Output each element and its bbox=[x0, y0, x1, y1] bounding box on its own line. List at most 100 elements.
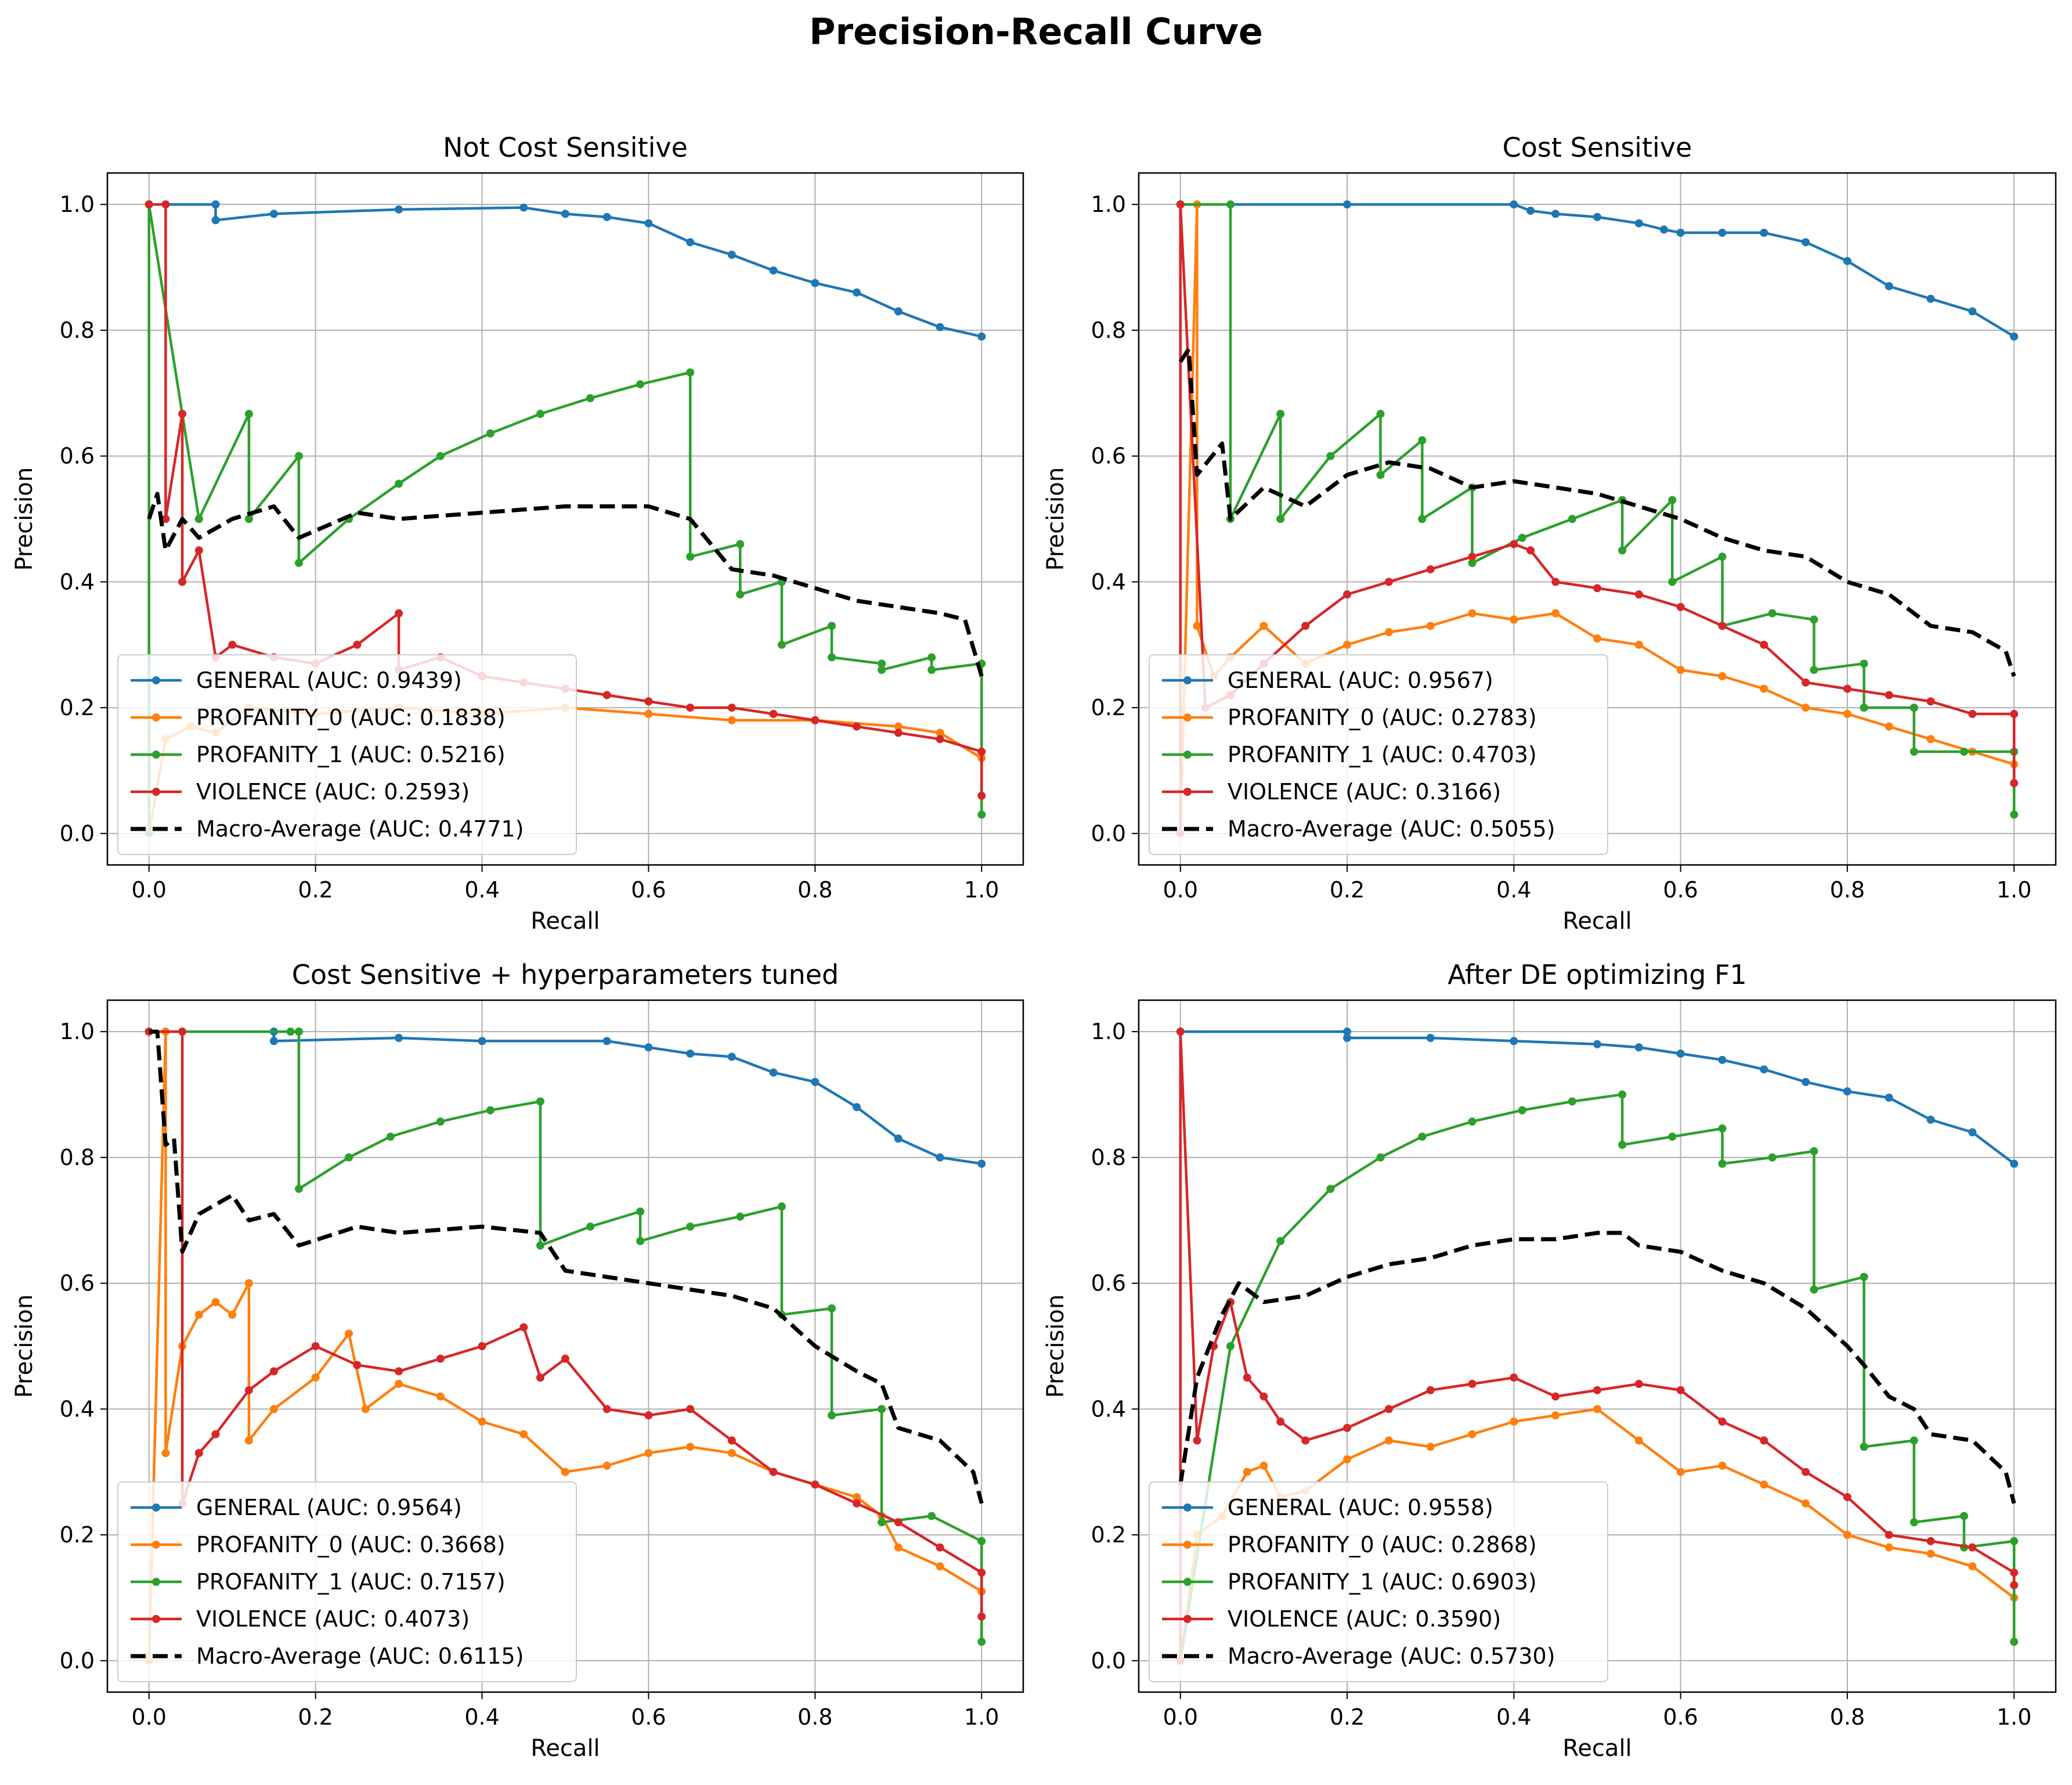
data-point bbox=[1802, 1077, 1810, 1086]
data-point bbox=[1926, 1549, 1935, 1558]
data-point bbox=[2010, 332, 2019, 341]
panel-title: Cost Sensitive + hyperparameters tuned bbox=[292, 959, 839, 990]
plot-frame bbox=[1138, 999, 2057, 1693]
legend: GENERAL (AUC: 0.9567) PROFANITY_0 (AUC: 0… bbox=[1149, 654, 1608, 855]
data-point bbox=[1760, 640, 1768, 649]
data-point bbox=[602, 1037, 611, 1045]
data-point bbox=[828, 653, 836, 662]
data-point bbox=[519, 1323, 528, 1332]
y-tick-label: 0.4 bbox=[60, 1396, 95, 1422]
data-point bbox=[1384, 628, 1393, 637]
series-line-5 bbox=[1178, 1231, 2016, 1504]
data-point bbox=[977, 1537, 986, 1545]
data-point bbox=[1760, 1480, 1768, 1489]
data-point bbox=[1860, 659, 1868, 668]
data-point bbox=[386, 1133, 395, 1141]
legend-marker bbox=[152, 676, 160, 684]
legend-marker bbox=[1183, 1541, 1192, 1549]
data-point bbox=[1276, 410, 1285, 419]
x-tick-label: 0.0 bbox=[1163, 1704, 1198, 1730]
data-point bbox=[636, 1207, 645, 1216]
y-tick-label: 0.8 bbox=[1091, 1145, 1126, 1170]
data-point bbox=[853, 1499, 861, 1508]
data-point bbox=[194, 546, 203, 555]
data-point bbox=[1618, 1141, 1627, 1149]
data-point bbox=[1343, 640, 1352, 649]
data-point bbox=[769, 709, 778, 718]
data-point bbox=[828, 622, 836, 630]
data-point bbox=[395, 205, 403, 214]
data-point bbox=[1634, 1380, 1643, 1389]
data-point bbox=[486, 429, 494, 438]
data-point bbox=[1926, 697, 1935, 706]
data-point bbox=[519, 1430, 528, 1438]
data-point bbox=[811, 279, 820, 287]
data-point bbox=[294, 1027, 303, 1036]
data-point bbox=[1176, 1027, 1185, 1036]
data-point bbox=[1426, 1034, 1435, 1043]
data-point bbox=[1634, 219, 1643, 228]
data-point bbox=[769, 266, 778, 275]
legend: GENERAL (AUC: 0.9564) PROFANITY_0 (AUC: 0… bbox=[117, 1481, 577, 1682]
series-group bbox=[145, 1027, 986, 1665]
data-point bbox=[1593, 1386, 1601, 1394]
data-point bbox=[686, 704, 695, 712]
data-point bbox=[736, 540, 745, 549]
data-point bbox=[1668, 1133, 1677, 1141]
data-point bbox=[519, 203, 528, 212]
data-point bbox=[1376, 410, 1385, 419]
data-point bbox=[1276, 515, 1285, 523]
data-point bbox=[1176, 200, 1185, 209]
legend-marker bbox=[1183, 788, 1192, 796]
data-point bbox=[1843, 1493, 1851, 1502]
data-point bbox=[1659, 225, 1668, 234]
data-point bbox=[853, 1493, 861, 1502]
data-point bbox=[1885, 282, 1893, 291]
data-point bbox=[1526, 546, 1535, 555]
legend-label: PROFANITY_0 (AUC: 0.2783) bbox=[1228, 705, 1537, 730]
plot-frame bbox=[1138, 172, 2057, 866]
y-tick-label: 0.0 bbox=[1091, 821, 1126, 846]
x-tick-label: 1.0 bbox=[1997, 1704, 2031, 1730]
data-point bbox=[727, 1436, 736, 1445]
data-point bbox=[1718, 553, 1727, 561]
data-point bbox=[1568, 515, 1576, 523]
data-point bbox=[1843, 257, 1851, 265]
y-tick-label: 0.8 bbox=[1091, 318, 1126, 343]
data-point bbox=[1510, 615, 1518, 624]
data-point bbox=[228, 1310, 237, 1319]
data-point bbox=[1676, 1050, 1685, 1058]
data-point bbox=[686, 1443, 695, 1451]
data-point bbox=[1276, 1418, 1285, 1426]
data-point bbox=[1418, 515, 1427, 523]
x-tick-label: 0.4 bbox=[464, 1704, 499, 1730]
series-line-4 bbox=[149, 1030, 983, 1617]
series-line-1 bbox=[1180, 203, 2015, 338]
data-point bbox=[977, 1612, 986, 1621]
data-point bbox=[977, 747, 986, 756]
data-point bbox=[211, 1430, 220, 1438]
data-point bbox=[436, 1392, 445, 1401]
data-point bbox=[1259, 1461, 1268, 1470]
data-point bbox=[1810, 666, 1818, 675]
data-point bbox=[294, 558, 303, 567]
data-point bbox=[1384, 1405, 1393, 1413]
chart-panel-4: 0.0 0.2 0.4 0.6 0.8 1.0 0.0 0.2 0.4 0.6 0.8 1.0 Afte… bbox=[1042, 959, 2057, 1762]
y-axis-label: Precision bbox=[1042, 1294, 1069, 1398]
y-tick-label: 1.0 bbox=[1091, 1019, 1126, 1044]
data-point bbox=[1551, 1411, 1560, 1420]
x-tick-label: 0.0 bbox=[132, 1704, 167, 1730]
data-point bbox=[244, 1386, 253, 1394]
data-point bbox=[977, 1159, 986, 1168]
data-point bbox=[1718, 672, 1727, 680]
panel-title: Cost Sensitive bbox=[1503, 132, 1692, 163]
figure-title: Precision-Recall Curve bbox=[809, 10, 1263, 53]
chart-panel-3: 0.0 0.2 0.4 0.6 0.8 1.0 0.0 0.2 0.4 0.6 0.8 1.0 Cost… bbox=[11, 959, 1024, 1762]
x-tick-label: 0.8 bbox=[797, 877, 832, 903]
x-tick-label: 1.0 bbox=[964, 1704, 999, 1730]
x-tick-label: 0.8 bbox=[1830, 1704, 1865, 1730]
data-point bbox=[1243, 1467, 1251, 1476]
data-point bbox=[561, 1354, 569, 1363]
legend-marker bbox=[1183, 1503, 1192, 1512]
data-point bbox=[1376, 471, 1385, 479]
